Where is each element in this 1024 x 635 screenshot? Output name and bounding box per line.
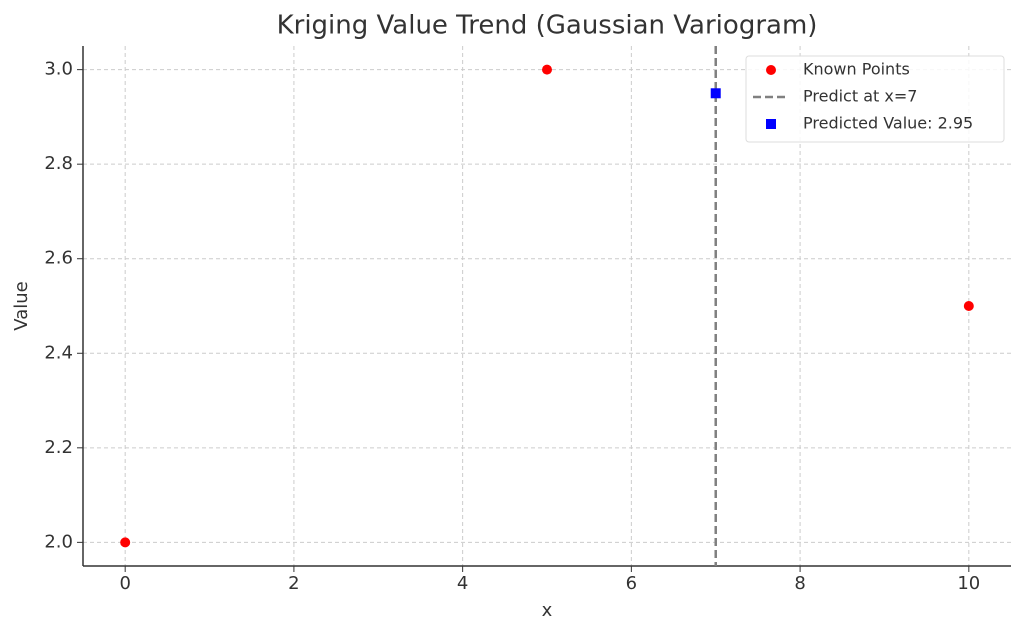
legend-label: Predict at x=7 [803, 87, 917, 106]
x-tick-label: 10 [957, 573, 980, 594]
legend-label: Predicted Value: 2.95 [803, 114, 973, 133]
x-tick-label: 0 [119, 573, 130, 594]
data-point [710, 88, 721, 99]
x-tick-label: 6 [626, 573, 637, 594]
y-tick-label: 2.8 [44, 153, 73, 174]
data-point [542, 64, 552, 75]
x-tick-label: 8 [794, 573, 805, 594]
y-tick-label: 2.4 [44, 342, 73, 363]
y-tick-label: 2.6 [44, 248, 73, 269]
y-axis-label: Value [11, 281, 32, 330]
legend-box [745, 55, 1005, 143]
data-point [963, 301, 974, 311]
y-tick-label: 2.0 [44, 531, 73, 552]
x-axis-label: x [542, 600, 553, 621]
legend-marker [766, 65, 776, 75]
data-point [120, 537, 131, 548]
y-tick-label: 3.0 [44, 59, 73, 80]
x-tick-label: 4 [457, 573, 468, 594]
chart-title: Kriging Value Trend (Gaussian Variogram) [277, 11, 818, 41]
x-tick-label: 2 [288, 573, 299, 594]
legend-marker [766, 119, 776, 129]
y-tick-label: 2.2 [44, 437, 73, 458]
legend-label: Known Points [803, 60, 910, 79]
